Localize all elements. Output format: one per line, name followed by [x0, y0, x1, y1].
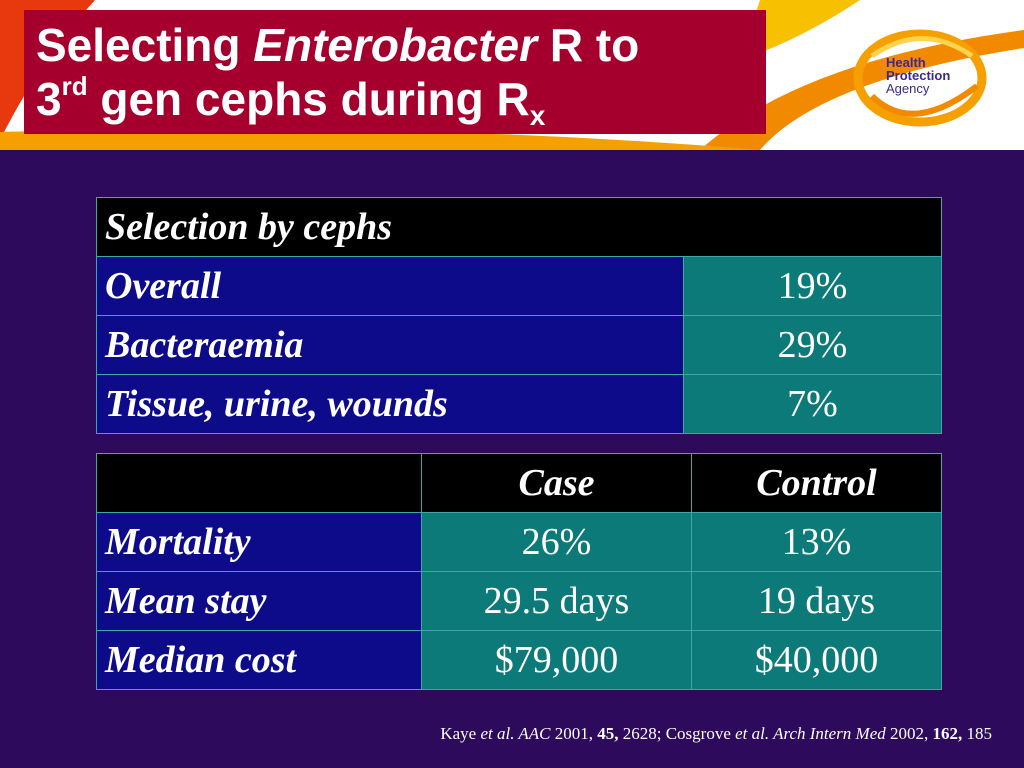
logo-line-2: Protection	[886, 68, 951, 83]
title-box: Selecting Enterobacter R to 3rd gen ceph…	[24, 10, 766, 134]
citation: Kaye et al. AAC 2001, 45, 2628; Cosgrove…	[440, 724, 992, 744]
case-value: $79,000	[421, 630, 692, 690]
control-value: 13%	[691, 512, 942, 572]
row-value: 7%	[683, 374, 942, 434]
citation-part: 185	[962, 724, 993, 743]
table-row: Mean stay 29.5 days 19 days	[96, 571, 942, 631]
title-text-c: gen cephs during R	[87, 73, 530, 125]
logo-line-3: Agency	[886, 81, 930, 96]
title-number: 3	[36, 73, 62, 125]
title-text-b: R to	[537, 19, 640, 71]
citation-part: 2628; Cosgrove	[618, 724, 736, 743]
selection-table-header: Selection by cephs	[96, 197, 942, 257]
citation-part: 45,	[597, 724, 619, 743]
table-row: Median cost $79,000 $40,000	[96, 630, 942, 690]
table-row: Mortality 26% 13%	[96, 512, 942, 572]
citation-part: 162,	[932, 724, 963, 743]
row-label: Bacteraemia	[96, 315, 684, 375]
row-value: 19%	[683, 256, 942, 316]
row-label: Tissue, urine, wounds	[96, 374, 684, 434]
header-empty-cell	[96, 453, 422, 513]
citation-part: 2001,	[550, 724, 598, 743]
row-label: Mortality	[96, 512, 422, 572]
row-label: Mean stay	[96, 571, 422, 631]
title-organism: Enterobacter	[253, 19, 538, 71]
table-row: Tissue, urine, wounds 7%	[96, 374, 942, 434]
column-header-control: Control	[691, 453, 942, 513]
title-superscript: rd	[61, 71, 88, 101]
citation-part: 2002,	[885, 724, 933, 743]
title-text-a: Selecting	[36, 19, 254, 71]
table-row: Overall 19%	[96, 256, 942, 316]
logo-line-1: Health	[886, 55, 926, 70]
selection-table: Selection by cephs Overall 19% Bacteraem…	[96, 197, 942, 434]
row-label: Overall	[96, 256, 684, 316]
control-value: 19 days	[691, 571, 942, 631]
hpa-logo: Health Protection Agency	[852, 26, 992, 130]
row-label: Median cost	[96, 630, 422, 690]
case-value: 26%	[421, 512, 692, 572]
slide-title: Selecting Enterobacter R to 3rd gen ceph…	[36, 18, 754, 130]
logo-ring-icon	[853, 29, 987, 127]
table-row: Bacteraemia 29%	[96, 315, 942, 375]
case-value: 29.5 days	[421, 571, 692, 631]
table-header-row: Case Control	[96, 453, 942, 513]
table-header-row: Selection by cephs	[96, 197, 942, 257]
control-value: $40,000	[691, 630, 942, 690]
outcome-table: Case Control Mortality 26% 13% Mean stay…	[96, 453, 942, 690]
citation-part: et al. Arch Intern Med	[735, 724, 886, 743]
citation-part: et al. AAC	[480, 724, 551, 743]
column-header-case: Case	[421, 453, 692, 513]
title-subscript: x	[529, 100, 546, 131]
citation-part: Kaye	[440, 724, 481, 743]
row-value: 29%	[683, 315, 942, 375]
logo-text: Health Protection Agency	[886, 56, 950, 95]
